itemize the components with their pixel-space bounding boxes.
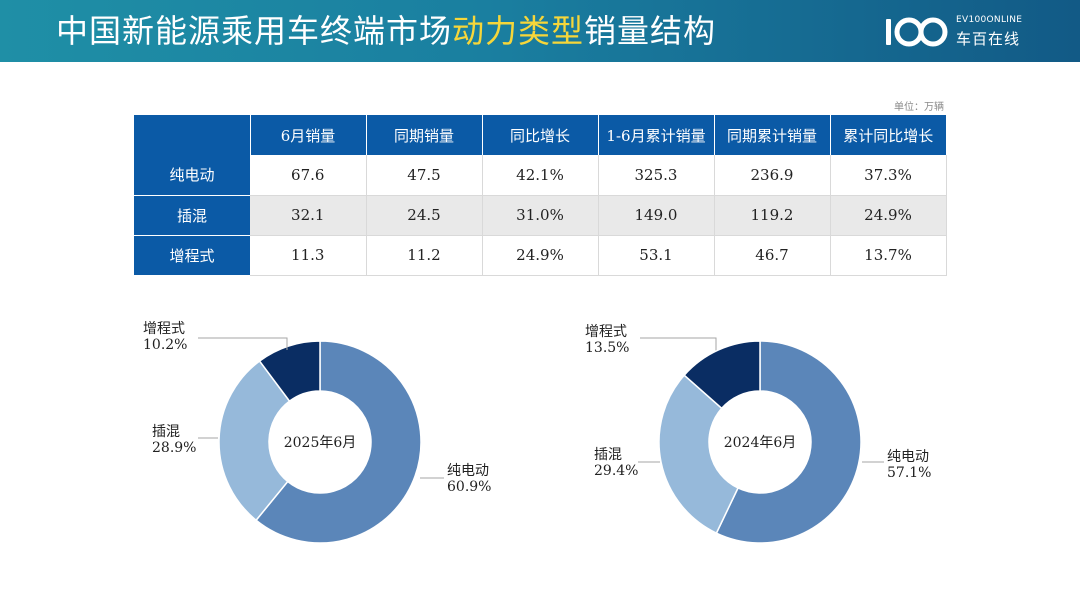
slice-name: 插混 bbox=[152, 424, 180, 440]
table-cell: 119.2 bbox=[714, 195, 831, 236]
title-suffix: 销量结构 bbox=[584, 12, 717, 50]
leader-line bbox=[198, 337, 288, 350]
table-cell: 47.5 bbox=[366, 155, 483, 196]
title-highlight: 动力类型 bbox=[452, 12, 585, 50]
slice-value: 10.2% bbox=[143, 337, 188, 353]
column-header: 累计同比增长 bbox=[830, 115, 946, 155]
slice-value: 28.9% bbox=[152, 440, 197, 456]
table-cell: 11.2 bbox=[366, 235, 483, 276]
donut-chart-2025: 2025年6月 bbox=[218, 340, 422, 544]
donut-slice-erev bbox=[683, 340, 761, 410]
slice-label-phev-2025: 插混 28.9% bbox=[152, 424, 196, 456]
column-header: 同期销量 bbox=[366, 115, 483, 155]
slice-label-phev-2024: 插混 29.4% bbox=[594, 447, 638, 479]
table-cell: 24.9% bbox=[830, 195, 947, 236]
table-row: 纯电动 67.6 47.5 42.1% 325.3 236.9 37.3% bbox=[134, 155, 947, 196]
row-header: 增程式 bbox=[134, 235, 250, 276]
header-bar: 中国新能源乘用车终端市场动力类型销量结构 EV100ONLINE 车百在线 bbox=[0, 0, 1080, 62]
column-header bbox=[134, 115, 251, 155]
leader-line bbox=[640, 337, 717, 352]
title-prefix: 中国新能源乘用车终端市场 bbox=[56, 12, 453, 50]
table-cell: 149.0 bbox=[598, 195, 715, 236]
donut-slice-phev bbox=[658, 374, 739, 535]
table-cell: 53.1 bbox=[598, 235, 715, 276]
slice-name: 增程式 bbox=[585, 324, 627, 340]
donut-center-label: 2024年6月 bbox=[723, 435, 797, 451]
column-header: 1-6月累计销量 bbox=[598, 115, 715, 155]
row-header: 纯电动 bbox=[134, 155, 250, 196]
slice-name: 插混 bbox=[594, 447, 622, 463]
slice-value: 60.9% bbox=[447, 479, 492, 495]
slice-value: 13.5% bbox=[585, 340, 630, 356]
slice-name: 增程式 bbox=[143, 321, 185, 337]
brand-logo: EV100ONLINE 车百在线 bbox=[884, 14, 1024, 50]
page-title: 中国新能源乘用车终端市场动力类型销量结构 bbox=[56, 9, 716, 53]
table-cell: 13.7% bbox=[830, 235, 947, 276]
sales-table: 6月销量 同期销量 同比增长 1-6月累计销量 同期累计销量 累计同比增长 纯电… bbox=[134, 115, 947, 276]
table-cell: 46.7 bbox=[714, 235, 831, 276]
table-cell: 236.9 bbox=[714, 155, 831, 196]
donut-svg-2025 bbox=[218, 340, 422, 544]
unit-note: 单位：万辆 bbox=[894, 102, 944, 113]
table-cell: 11.3 bbox=[250, 235, 367, 276]
slice-label-bev-2025: 纯电动 60.9% bbox=[447, 463, 491, 495]
table-cell: 24.5 bbox=[366, 195, 483, 236]
donut-slice-phev bbox=[218, 359, 291, 522]
table-cell: 37.3% bbox=[830, 155, 947, 196]
donut-slice-bev bbox=[255, 340, 422, 544]
table-header-row: 6月销量 同期销量 同比增长 1-6月累计销量 同期累计销量 累计同比增长 bbox=[134, 115, 946, 155]
logo-english: EV100ONLINE bbox=[956, 15, 1023, 25]
slice-name: 纯电动 bbox=[887, 449, 929, 465]
slice-name: 纯电动 bbox=[447, 463, 489, 479]
logo-mark-icon bbox=[886, 17, 948, 47]
slice-value: 57.1% bbox=[887, 465, 932, 481]
table-cell: 67.6 bbox=[250, 155, 367, 196]
table-row: 插混 32.1 24.5 31.0% 149.0 119.2 24.9% bbox=[134, 195, 947, 236]
table-cell: 32.1 bbox=[250, 195, 367, 236]
donut-chart-2024: 2024年6月 bbox=[658, 340, 862, 544]
table-cell: 42.1% bbox=[482, 155, 599, 196]
table-row: 增程式 11.3 11.2 24.9% 53.1 46.7 13.7% bbox=[134, 235, 947, 276]
donut-slice-bev bbox=[715, 340, 862, 544]
logo-chinese: 车百在线 bbox=[956, 30, 1021, 48]
donut-center-label: 2025年6月 bbox=[283, 435, 357, 451]
table-cell: 24.9% bbox=[482, 235, 599, 276]
column-header: 同期累计销量 bbox=[714, 115, 831, 155]
donut-slice-erev bbox=[258, 340, 321, 403]
column-header: 同比增长 bbox=[482, 115, 599, 155]
table-cell: 325.3 bbox=[598, 155, 715, 196]
column-header: 6月销量 bbox=[250, 115, 367, 155]
donut-svg-2024 bbox=[658, 340, 862, 544]
slice-label-erev-2025: 增程式 10.2% bbox=[143, 321, 187, 353]
slice-label-erev-2024: 增程式 13.5% bbox=[585, 324, 629, 356]
slice-label-bev-2024: 纯电动 57.1% bbox=[887, 449, 931, 481]
slice-value: 29.4% bbox=[594, 463, 639, 479]
table-cell: 31.0% bbox=[482, 195, 599, 236]
row-header: 插混 bbox=[134, 195, 250, 236]
